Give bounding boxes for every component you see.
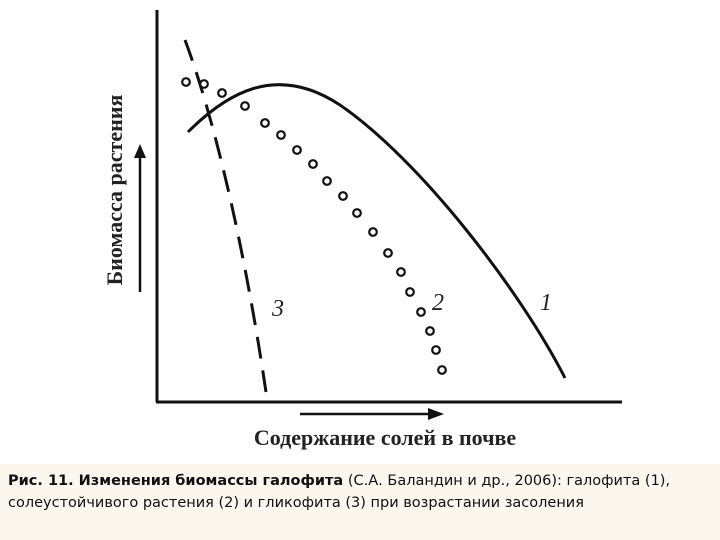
dot <box>425 326 435 336</box>
x-arrow-head <box>428 408 444 420</box>
curve-label: 3 <box>271 296 284 322</box>
curve-1 <box>186 83 567 379</box>
dot <box>405 287 415 297</box>
dot <box>260 118 270 128</box>
curve-label: 1 <box>540 290 552 316</box>
dot <box>199 79 209 89</box>
axes <box>138 10 622 416</box>
dot <box>383 248 393 258</box>
dot <box>240 101 250 111</box>
dot <box>416 307 426 317</box>
dot <box>308 159 318 169</box>
curve-2 <box>181 77 447 375</box>
dot <box>292 145 302 155</box>
x-axis-label: Содержание солей в почве <box>254 425 516 450</box>
dot <box>437 365 447 375</box>
dot <box>322 176 332 186</box>
dot <box>368 227 378 237</box>
caption: Рис. 11. Изменения биомассы галофита (С.… <box>0 464 720 540</box>
dot <box>338 191 348 201</box>
y-arrow-head <box>134 144 146 158</box>
dot <box>352 208 362 218</box>
figure: Биомасса растения Содержание солей в поч… <box>102 10 622 450</box>
dot <box>217 88 227 98</box>
caption-bold: Рис. 11. Изменения биомассы галофита <box>8 473 344 489</box>
dot <box>431 345 441 355</box>
curve-3 <box>183 39 268 393</box>
y-axis-label: Биомасса растения <box>102 95 127 286</box>
caption-text: (С.А. Баландин и др., 2006): галофита (1… <box>8 473 671 511</box>
dot <box>181 77 191 87</box>
dot <box>276 130 286 140</box>
curve-label: 2 <box>432 290 444 316</box>
dot <box>396 267 406 277</box>
